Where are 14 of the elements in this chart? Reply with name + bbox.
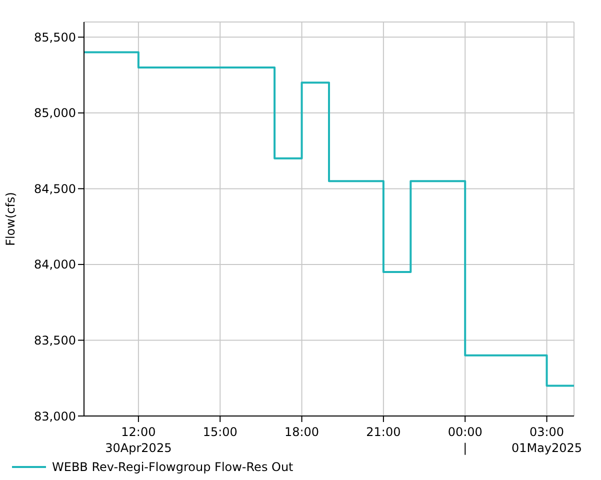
x-tick-label: 21:00 — [366, 425, 401, 439]
y-tick-label: 83,000 — [34, 409, 76, 424]
y-tick-label: 83,500 — [34, 333, 76, 348]
y-tick-label: 85,000 — [34, 106, 76, 120]
y-axis-title: Flow(cfs) — [3, 192, 18, 246]
y-tick-label: 84,500 — [34, 182, 76, 196]
y-tick-label: 84,000 — [34, 258, 76, 272]
x-tick-label: 03:00 01May2025 — [511, 425, 582, 455]
legend-label: WEBB Rev-Regi-Flowgroup Flow-Res Out — [52, 460, 294, 474]
x-tick-label: 18:00 — [284, 425, 320, 439]
y-tick-label: 85,500 — [34, 30, 76, 44]
x-tick-label: 00:00 | — [448, 425, 482, 455]
x-tick-label: 12:00 30Apr2025 — [105, 425, 172, 455]
x-tick-label: 15:00 — [202, 425, 238, 439]
